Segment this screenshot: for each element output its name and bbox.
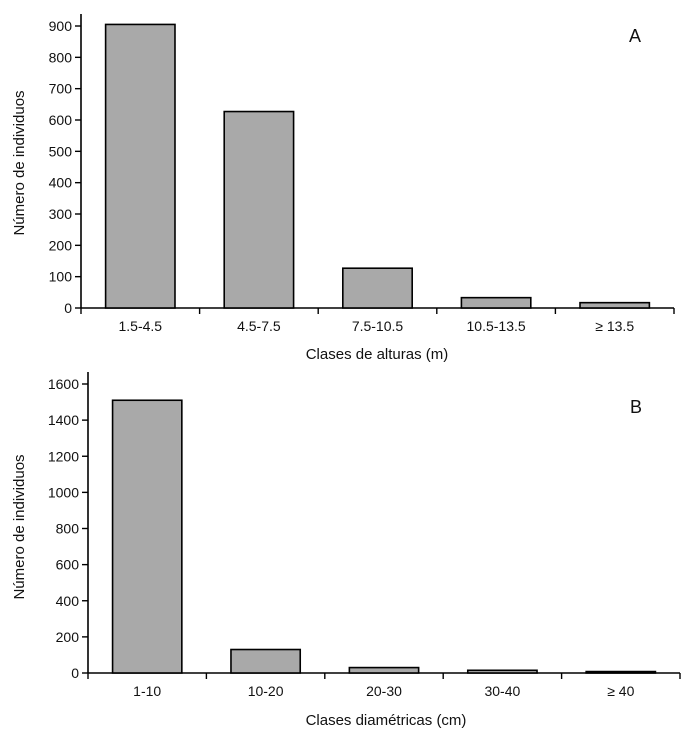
y-tick-label: 500 (49, 143, 73, 159)
x-tick-label: 1-10 (133, 683, 161, 699)
chart-b-x-axis-title: Clases diamétricas (cm) (306, 712, 467, 729)
chart-a-bars (104, 23, 651, 309)
x-tick-label: ≥ 40 (607, 683, 634, 699)
chart-a-y-axis-title: Número de individuos (11, 90, 28, 235)
y-tick-label: 200 (49, 237, 73, 253)
chart-b-y-axis-title: Número de individuos (11, 454, 28, 599)
chart-b-x-ticks: 1-10 10-20 20-30 30-40 ≥ 40 (87, 673, 681, 699)
y-tick-label: 0 (71, 665, 79, 681)
x-tick-label: 7.5-10.5 (352, 318, 404, 334)
y-tick-label: 600 (49, 112, 73, 128)
y-tick-label: 800 (56, 521, 80, 537)
bar-_40 (585, 670, 657, 674)
y-tick-label: 300 (49, 206, 73, 222)
chart-a-y-ticks: 0 100 200 300 400 500 600 700 800 900 (49, 18, 81, 316)
bar-7.5_10.5 (342, 267, 413, 309)
chart-a-x-ticks: 1.5-4.5 4.5-7.5 7.5-10.5 10.5-13.5 ≥ 13.5 (80, 308, 675, 334)
chart-b-bars (111, 399, 657, 674)
y-tick-label: 600 (56, 557, 80, 573)
y-tick-label: 200 (56, 629, 80, 645)
chart-a-x-axis-title: Clases de alturas (m) (306, 346, 449, 363)
x-tick-label: ≥ 13.5 (595, 318, 634, 334)
bar-30_40 (466, 669, 538, 674)
x-tick-label: 1.5-4.5 (119, 318, 163, 334)
bar-1_10 (111, 399, 183, 674)
y-tick-label: 1000 (48, 484, 79, 500)
y-tick-label: 400 (49, 175, 73, 191)
x-tick-label: 10.5-13.5 (467, 318, 526, 334)
x-tick-label: 20-30 (366, 683, 402, 699)
y-tick-label: 100 (49, 269, 73, 285)
chart-b-y-ticks: 0 200 400 600 800 1000 1200 1400 1600 (48, 376, 88, 681)
y-tick-label: 1600 (48, 376, 79, 392)
x-tick-label: 30-40 (484, 683, 520, 699)
x-tick-label: 4.5-7.5 (237, 318, 281, 334)
y-tick-label: 900 (49, 18, 73, 34)
y-tick-label: 1200 (48, 448, 79, 464)
y-tick-label: 800 (49, 49, 73, 65)
bar-20_30 (348, 666, 420, 674)
x-tick-label: 10-20 (248, 683, 284, 699)
bar-10.5_13.5 (460, 296, 532, 309)
y-tick-label: 700 (49, 81, 73, 97)
bar-1.5_4.5 (104, 23, 176, 309)
chart-panel-b: B 0 200 400 600 800 1000 1200 1400 1600 1-10 10-2… (11, 372, 681, 729)
bar-4.5_7.5 (223, 110, 295, 309)
panel-label-b: B (630, 397, 642, 417)
y-tick-label: 400 (56, 593, 80, 609)
bar-_13.5 (579, 301, 651, 309)
panel-label-a: A (629, 26, 641, 46)
bar-10_20 (230, 648, 302, 674)
y-tick-label: 0 (64, 300, 72, 316)
y-tick-label: 1400 (48, 412, 79, 428)
chart-panel-a: A 0 100 200 300 400 500 600 700 800 900 1.5-4.5 4.… (11, 14, 675, 363)
